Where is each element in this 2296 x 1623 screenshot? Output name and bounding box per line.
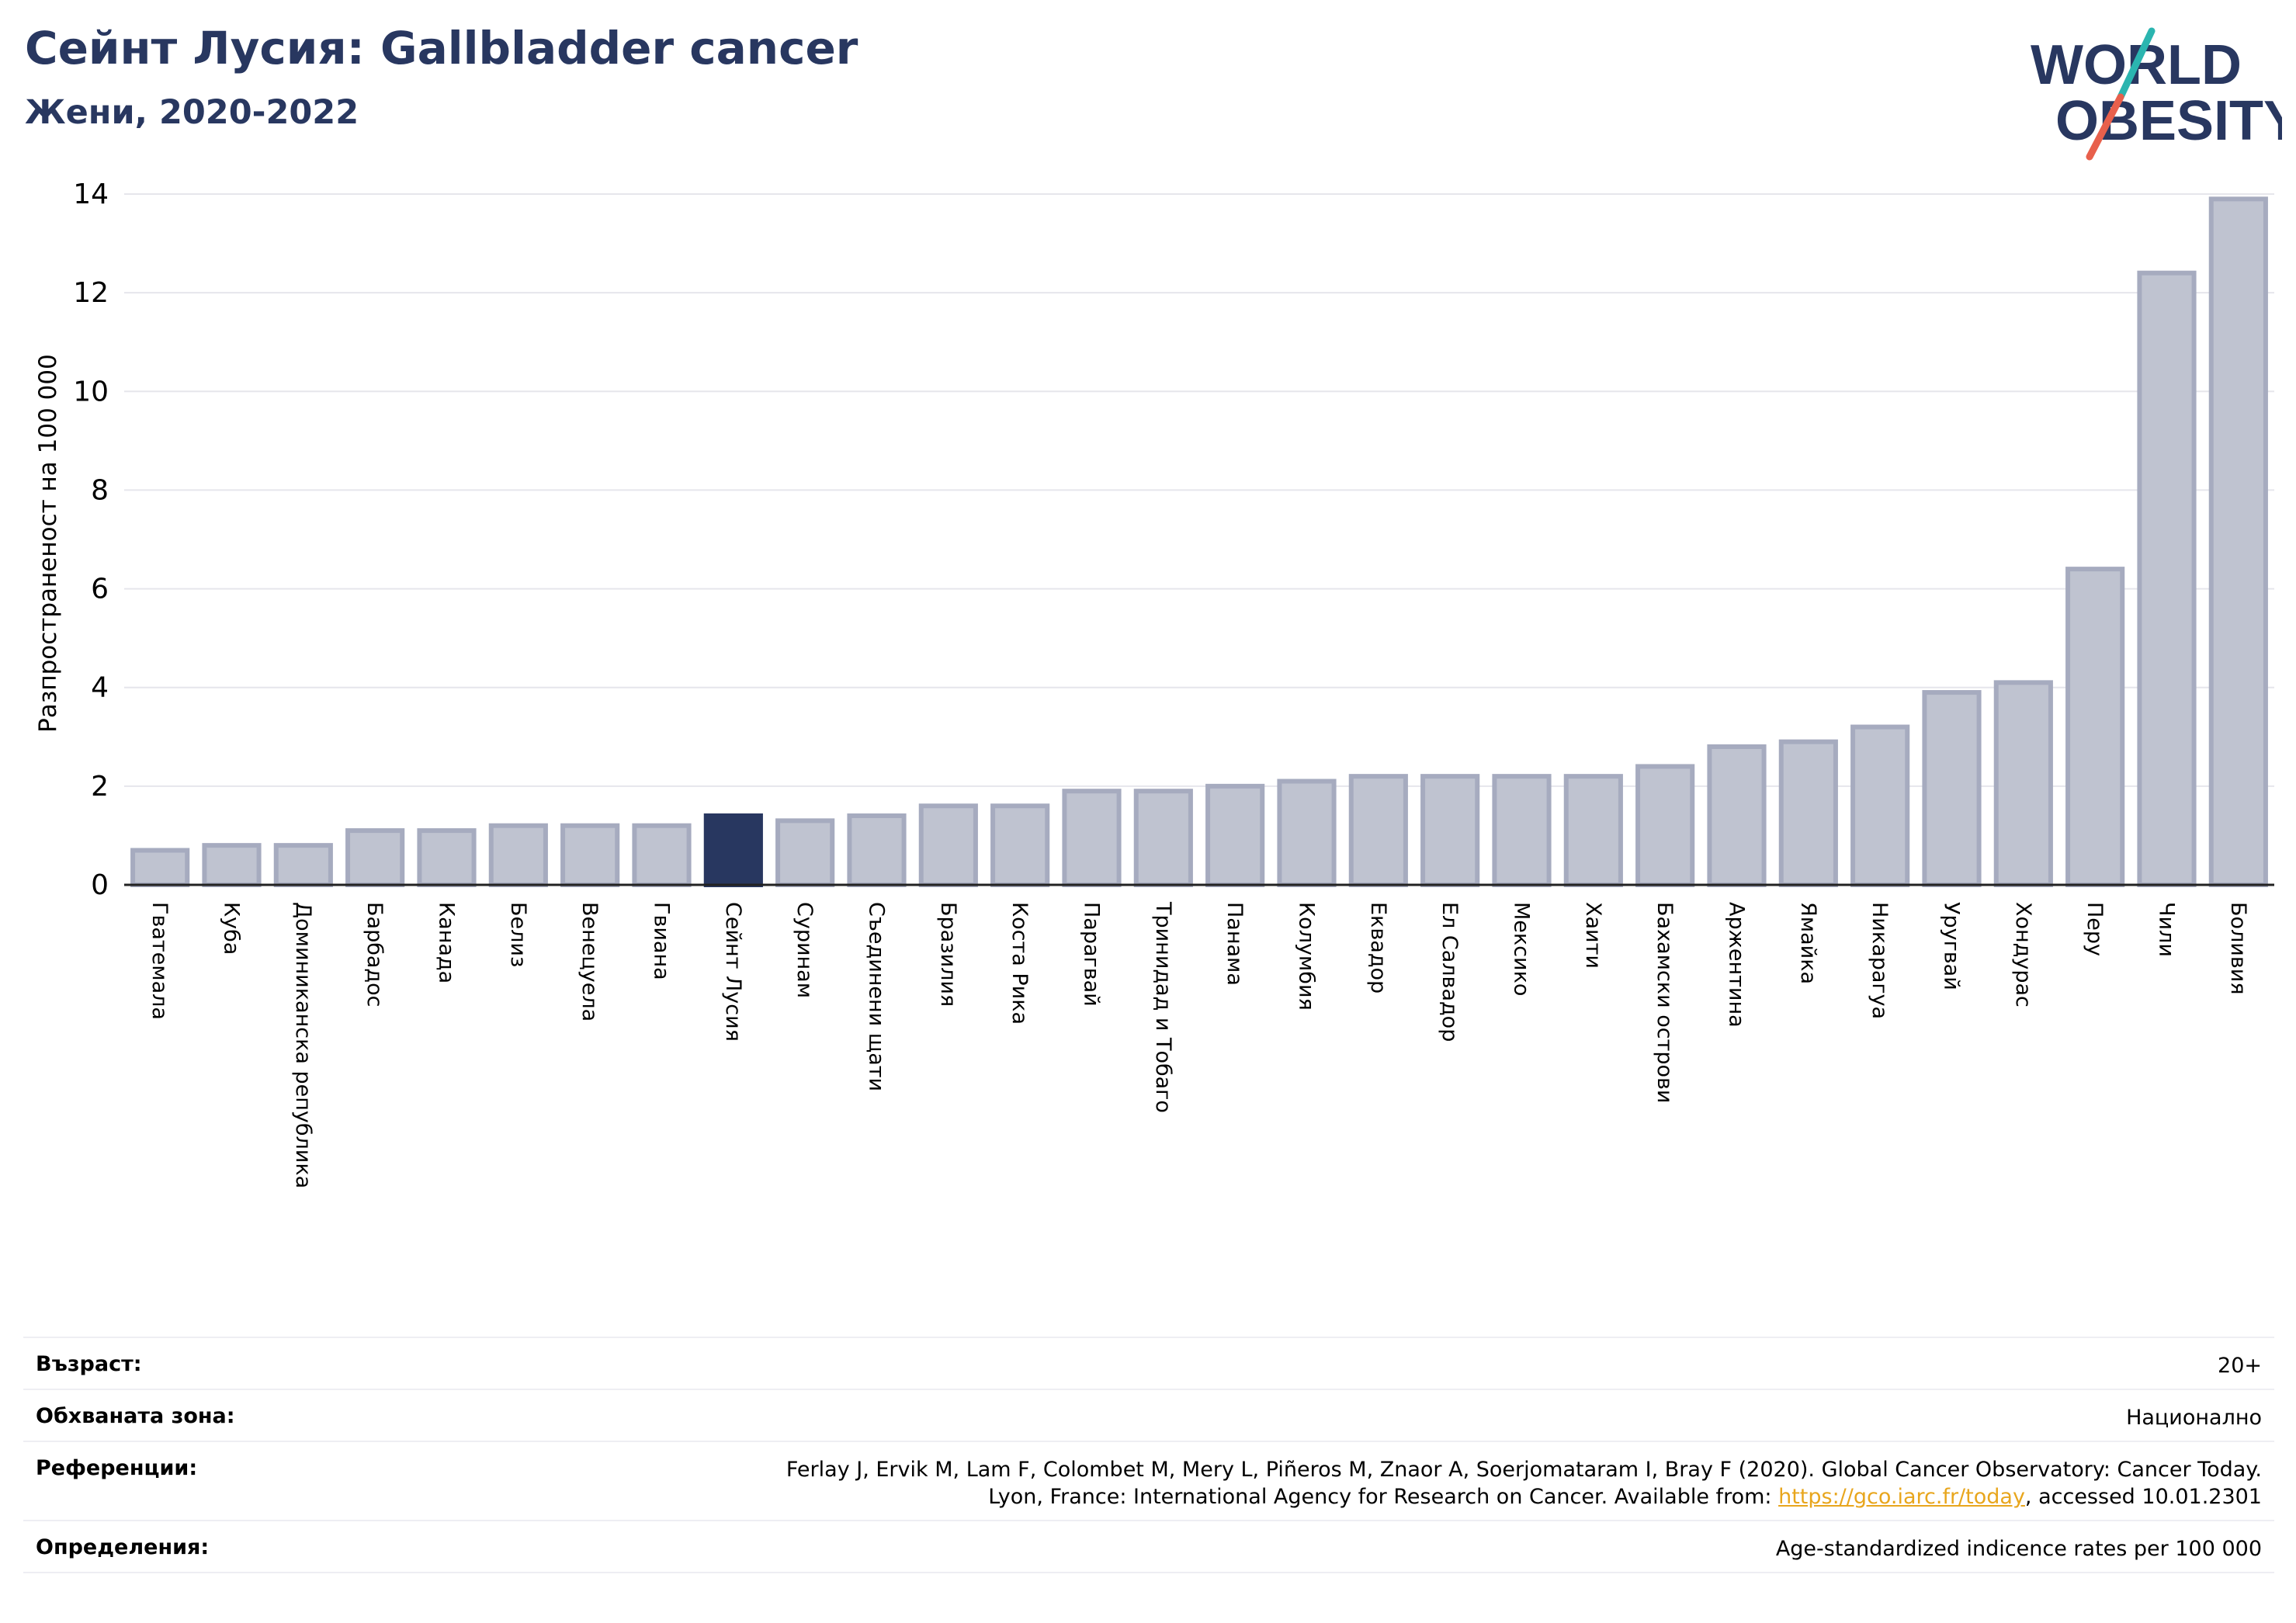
references-row: Референции: Ferlay J, Ervik M, Lam F, Co… — [23, 1441, 2274, 1520]
references-label: Референции: — [36, 1456, 198, 1481]
bar-14 — [1133, 789, 1193, 888]
coverage-label: Обхваната зона: — [36, 1404, 235, 1429]
coverage-value: Национално — [2126, 1406, 2262, 1431]
metadata-table: Възраст: 20+ Обхваната зона: Национално … — [23, 1337, 2274, 1574]
x-tick-label: Перу — [2083, 902, 2107, 956]
x-tick-label: Хондурас — [2011, 902, 2035, 1007]
bar-9 — [775, 818, 835, 888]
bar-10 — [847, 813, 907, 887]
bar-16 — [1277, 779, 1337, 887]
x-tick-label: Бахамски острови — [1653, 902, 1677, 1103]
age-label: Възраст: — [36, 1352, 142, 1376]
bar-15 — [1205, 783, 1265, 887]
bar-22 — [1707, 744, 1767, 887]
references-line-2-prefix: Lyon, France: International Agency for R… — [988, 1485, 1779, 1510]
y-tick-label: 2 — [91, 771, 109, 803]
x-tick-label: Коста Рика — [1008, 902, 1032, 1025]
bar-2 — [273, 843, 333, 887]
chart-title: Сейнт Лусия: Gallbladder cancer — [25, 22, 858, 75]
y-tick-label: 4 — [91, 672, 109, 704]
x-tick-label: Чили — [2155, 902, 2179, 957]
age-row: Възраст: 20+ — [23, 1337, 2274, 1389]
y-tick-label: 8 — [91, 474, 109, 506]
bars — [130, 196, 2268, 888]
bar-25 — [1922, 690, 1982, 887]
logo-word-obesity: OBESITY — [2055, 90, 2282, 152]
bar-19 — [1492, 774, 1552, 888]
x-tick-label: Бразилия — [936, 902, 960, 1007]
definitions-value: Age-standardized indicence rates per 100… — [1775, 1537, 2262, 1562]
references-line-2-suffix: , accessed 10.01.2301 — [2024, 1485, 2262, 1510]
bar-29 — [2208, 196, 2268, 888]
age-value: 20+ — [2218, 1354, 2262, 1378]
x-tick-label: Гвиана — [650, 902, 674, 980]
bar-7 — [632, 823, 692, 887]
y-tick-label: 14 — [73, 179, 109, 210]
x-tick-label: Съединени щати — [865, 902, 889, 1091]
bar-24 — [1850, 724, 1910, 887]
bar-12 — [990, 803, 1050, 888]
logo-slash-top — [2117, 27, 2156, 101]
x-tick-label: Тринидад и Тобаго — [1151, 901, 1175, 1113]
x-tick-label: Белиз — [506, 902, 530, 967]
bar-3 — [345, 828, 405, 887]
chart-subtitle: Жени, 2020-2022 — [25, 93, 359, 132]
x-tick-label: Сейнт Лусия — [721, 902, 745, 1042]
x-tick-label: Доминиканска република — [291, 902, 315, 1188]
y-tick-label: 12 — [73, 277, 109, 309]
y-tick-label: 6 — [91, 574, 109, 605]
x-tick-label: Боливия — [2226, 902, 2250, 995]
bar-11 — [918, 803, 978, 888]
bar-0 — [130, 848, 190, 887]
bar-5 — [488, 823, 548, 887]
x-tick-label: Ямайка — [1796, 902, 1820, 984]
x-tick-label: Парагвай — [1080, 902, 1104, 1007]
bar-21 — [1635, 764, 1695, 888]
bar-18 — [1420, 774, 1480, 888]
bar-4 — [417, 828, 477, 887]
bar-1 — [202, 843, 262, 887]
bar-13 — [1062, 789, 1122, 888]
bar-27 — [2065, 567, 2125, 888]
grid-lines — [124, 193, 2274, 787]
definitions-label: Определения: — [36, 1535, 210, 1560]
coverage-row: Обхваната зона: Национално — [23, 1389, 2274, 1441]
bar-23 — [1778, 739, 1838, 888]
x-tick-label: Мексико — [1510, 902, 1534, 996]
y-axis-label: Разпространеност на 100 000 — [34, 354, 62, 733]
axes: 0 2 4 6 8 10 12 14 Гватемала Куба Доминиканска реп… — [73, 179, 2274, 1188]
y-tick-label: 0 — [91, 869, 109, 901]
x-tick-label: Венецуела — [577, 902, 602, 1021]
x-tick-label: Уругвай — [1940, 902, 1964, 990]
x-tick-label: Канада — [435, 902, 459, 983]
definitions-row: Определения: Age-standardized indicence … — [23, 1520, 2274, 1574]
x-tick-label: Куба — [220, 902, 244, 955]
bar-17 — [1348, 774, 1408, 888]
x-tick-label: Гватемала — [147, 902, 172, 1020]
bar-20 — [1563, 774, 1623, 888]
bar-28 — [2137, 270, 2197, 887]
y-tick-label: 10 — [73, 376, 109, 407]
x-tick-label: Барбадос — [362, 902, 387, 1007]
bar-8 — [703, 813, 763, 887]
references-line-1: Ferlay J, Ervik M, Lam F, Colombet M, Me… — [786, 1458, 2262, 1483]
logo-slash-bottom — [2086, 93, 2124, 161]
x-tick-label: Панама — [1223, 902, 1247, 986]
references-value: Ferlay J, Ervik M, Lam F, Colombet M, Me… — [786, 1456, 2262, 1510]
x-tick-label: Ел Салвадор — [1438, 902, 1462, 1042]
world-obesity-logo: WORLD OBESITY — [2031, 27, 2282, 161]
bar-26 — [1993, 680, 2053, 887]
x-tick-label: Суринам — [793, 902, 817, 998]
references-link[interactable]: https://gco.iarc.fr/today — [1778, 1485, 2025, 1510]
x-tick-label: Аржентина — [1725, 902, 1749, 1028]
bar-6 — [560, 823, 620, 887]
x-tick-label: Хаити — [1581, 902, 1605, 969]
x-tick-label: Еквадор — [1366, 902, 1390, 994]
x-tick-label: Никарагуа — [1868, 902, 1892, 1019]
bar-chart: 0 2 4 6 8 10 12 14 Гватемала Куба Доминиканска реп… — [34, 179, 2274, 1188]
x-tick-label: Колумбия — [1295, 902, 1319, 1011]
